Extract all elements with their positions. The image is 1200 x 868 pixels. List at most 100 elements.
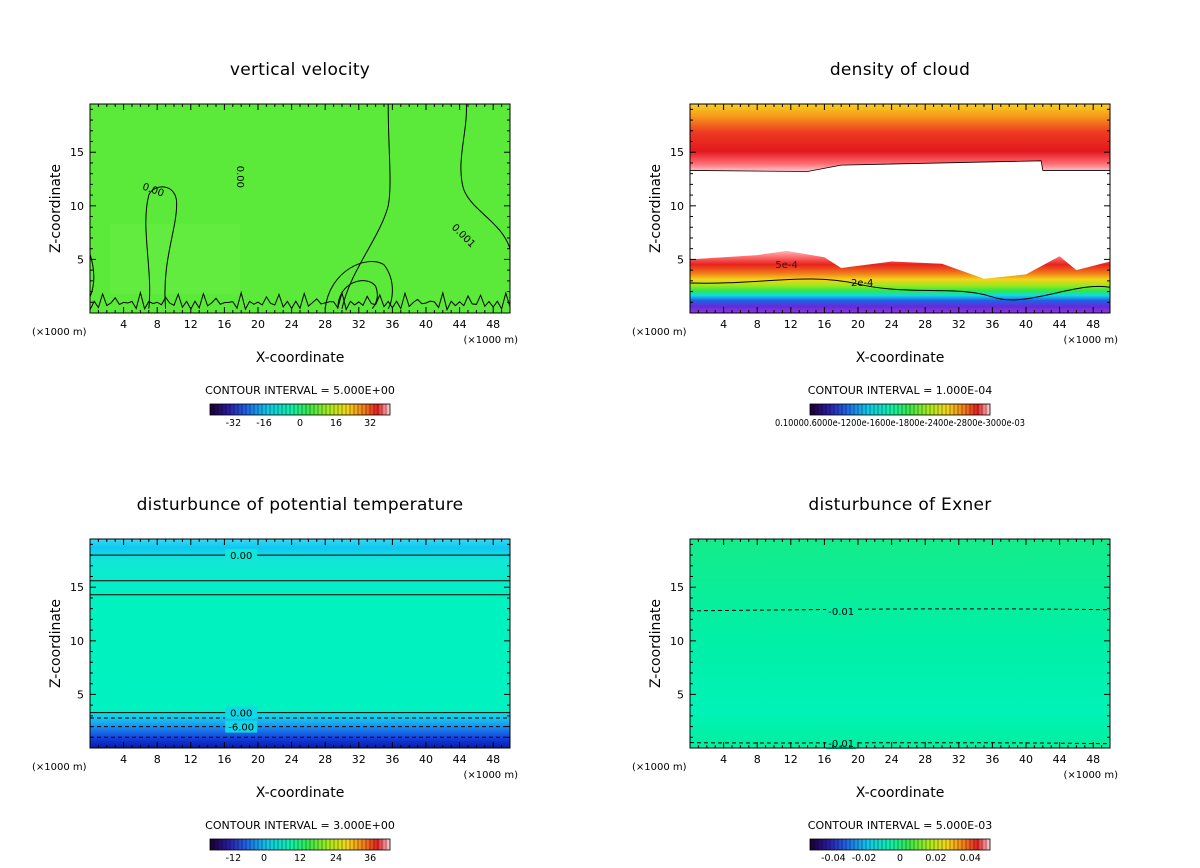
x-tick-label: 32 bbox=[952, 318, 966, 331]
y-tick-label: 15 bbox=[70, 581, 84, 594]
x-tick-label: 48 bbox=[486, 318, 500, 331]
colorbar-label: 0.04 bbox=[960, 853, 981, 864]
y-tick-label: 15 bbox=[670, 581, 684, 594]
x-tick-label: 32 bbox=[952, 753, 966, 766]
x-tick-label: 24 bbox=[285, 753, 299, 766]
y-axis-label: Z-coordinate bbox=[48, 164, 64, 253]
x-tick-label: 16 bbox=[817, 318, 831, 331]
contour-interval: CONTOUR INTERVAL = 5.000E+00 bbox=[205, 384, 395, 397]
x-axis-label: X-coordinate bbox=[256, 785, 345, 801]
plot-area: 2e-4 5e-4 bbox=[689, 104, 1111, 313]
x-tick-label: 4 bbox=[720, 753, 727, 766]
x-tick-label: 48 bbox=[1086, 753, 1100, 766]
x-axis-label: X-coordinate bbox=[856, 350, 945, 366]
x-tick-label: 32 bbox=[352, 753, 366, 766]
contour-label: 2e-4 bbox=[851, 278, 874, 289]
contour-label-bg bbox=[225, 720, 258, 733]
contour-interval: CONTOUR INTERVAL = 3.000E+00 bbox=[205, 819, 395, 832]
x-unit-label-left: (×1000 m) bbox=[32, 327, 87, 338]
x-tick-label: 44 bbox=[453, 318, 467, 331]
x-tick-label: 40 bbox=[419, 753, 433, 766]
contour-line bbox=[337, 280, 378, 310]
x-unit-label-left: (×1000 m) bbox=[632, 762, 687, 773]
x-tick-label: 8 bbox=[754, 318, 761, 331]
contour-interval: CONTOUR INTERVAL = 1.000E-04 bbox=[808, 384, 992, 397]
contour-interval: CONTOUR INTERVAL = 5.000E-03 bbox=[808, 819, 992, 832]
x-tick-label: 44 bbox=[1053, 318, 1067, 331]
x-unit-label-right: (×1000 m) bbox=[463, 335, 518, 346]
x-tick-label: 28 bbox=[918, 753, 932, 766]
x-tick-label: 24 bbox=[285, 318, 299, 331]
x-tick-label: 20 bbox=[251, 318, 265, 331]
y-axis-label: Z-coordinate bbox=[648, 164, 664, 253]
x-tick-label: 12 bbox=[184, 318, 198, 331]
x-tick-label: 20 bbox=[851, 318, 865, 331]
x-tick-label: 48 bbox=[1086, 318, 1100, 331]
y-axis-label: Z-coordinate bbox=[48, 599, 64, 688]
contour-line bbox=[89, 253, 95, 298]
y-tick-label: 10 bbox=[670, 635, 684, 648]
contour-line bbox=[460, 103, 511, 249]
x-tick-label: 4 bbox=[120, 318, 127, 331]
colorbar: -32 -16 0 16 32 bbox=[209, 403, 391, 429]
colorbar-label: 32 bbox=[364, 418, 376, 429]
contour-label: -6.00 bbox=[228, 723, 254, 734]
x-tick-label: 8 bbox=[754, 753, 761, 766]
colorbar: -12 0 12 24 36 bbox=[209, 838, 391, 864]
x-tick-label: 40 bbox=[1019, 318, 1033, 331]
contour-label-bg bbox=[826, 737, 857, 750]
contour-line bbox=[689, 160, 1110, 172]
chart-title: density of cloud bbox=[830, 60, 970, 80]
x-axis-label: X-coordinate bbox=[856, 785, 945, 801]
x-unit-label-right: (×1000 m) bbox=[1063, 770, 1118, 781]
field-shade bbox=[110, 224, 240, 294]
x-tick-label: 20 bbox=[251, 753, 265, 766]
contour-label: -0.01 bbox=[828, 739, 854, 750]
axis-ticks bbox=[690, 104, 1110, 313]
chart-title: disturbunce of potential temperature bbox=[137, 495, 464, 515]
colorbar-label: -0.04 bbox=[821, 853, 846, 864]
contour-label: 0.00 bbox=[230, 709, 252, 720]
contour-label: 0.00 bbox=[234, 166, 245, 188]
plot-area: 0.00 0.00 -6.00 bbox=[90, 539, 510, 748]
contour-label-bg bbox=[225, 549, 258, 562]
x-tick-label: 36 bbox=[985, 753, 999, 766]
chart-title: vertical velocity bbox=[230, 60, 370, 80]
contour-label: 0.00 bbox=[230, 551, 252, 562]
x-tick-label: 40 bbox=[419, 318, 433, 331]
x-tick-label: 40 bbox=[1019, 753, 1033, 766]
axis-ticks bbox=[90, 539, 510, 748]
contour-label: -0.01 bbox=[828, 607, 854, 618]
x-unit-label-left: (×1000 m) bbox=[632, 327, 687, 338]
y-tick-label: 15 bbox=[70, 146, 84, 159]
x-tick-label: 44 bbox=[1053, 753, 1067, 766]
x-tick-label: 44 bbox=[453, 753, 467, 766]
panel-3: disturbunce of potential temperature 0.00… bbox=[32, 495, 518, 864]
colorbar-label: 12 bbox=[294, 853, 306, 864]
colorbar-label: 0.10000.6000e-1200e-1600e-1800e-2400e-28… bbox=[775, 418, 1025, 429]
colorbar-gradient bbox=[209, 403, 391, 416]
plot-area: -0.01 -0.01 bbox=[689, 539, 1111, 750]
contour-line bbox=[341, 103, 391, 309]
colorbar-label: 0.02 bbox=[925, 853, 946, 864]
contour-line bbox=[689, 742, 1111, 745]
contour-label-bg bbox=[225, 706, 258, 719]
contour-line bbox=[324, 261, 393, 309]
colorbar: 0.10000.6000e-1200e-1600e-1800e-2400e-28… bbox=[775, 403, 1025, 429]
colorbar-label: -32 bbox=[226, 418, 242, 429]
x-unit-label-right: (×1000 m) bbox=[1063, 335, 1118, 346]
x-tick-label: 32 bbox=[352, 318, 366, 331]
x-tick-label: 16 bbox=[817, 753, 831, 766]
x-tick-label: 4 bbox=[720, 318, 727, 331]
x-tick-label: 16 bbox=[217, 318, 231, 331]
colorbar-label: 36 bbox=[364, 853, 376, 864]
y-tick-label: 5 bbox=[77, 253, 84, 266]
x-tick-label: 28 bbox=[318, 753, 332, 766]
colorbar-label: 16 bbox=[330, 418, 342, 429]
colorbar-label: 0 bbox=[897, 853, 903, 864]
field-fill bbox=[90, 539, 510, 748]
colorbar-gradient bbox=[809, 403, 991, 416]
colorbar-label: -16 bbox=[256, 418, 272, 429]
